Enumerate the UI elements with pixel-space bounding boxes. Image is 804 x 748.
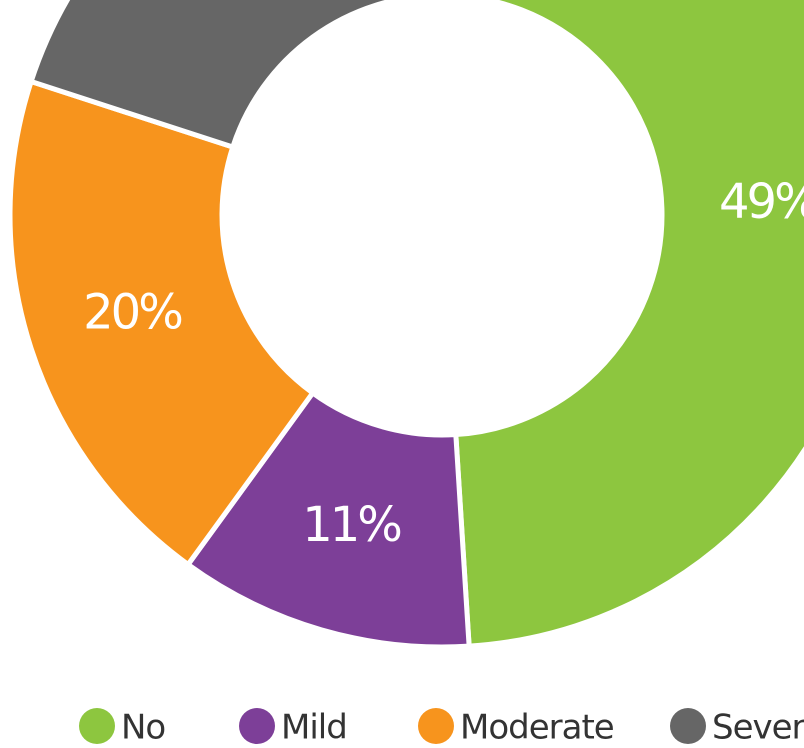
value-label: 11%	[302, 497, 400, 553]
legend-swatch	[239, 708, 275, 744]
legend-swatch	[79, 708, 115, 744]
donut-slice	[442, 0, 804, 646]
page: 49%11%20%NoMildModerateSevere (() => { c…	[0, 0, 804, 748]
value-label: 49%	[719, 174, 804, 230]
legend-swatch	[670, 708, 706, 744]
legend-label: Mild	[281, 708, 347, 748]
legend-swatch	[418, 708, 454, 744]
legend-label: No	[121, 708, 165, 748]
value-label: 20%	[83, 285, 181, 341]
chart: 49% 11% 20% No Mild Moderate Severe	[0, 0, 804, 748]
legend-label: Severe	[712, 708, 804, 748]
legend-label: Moderate	[460, 708, 614, 748]
